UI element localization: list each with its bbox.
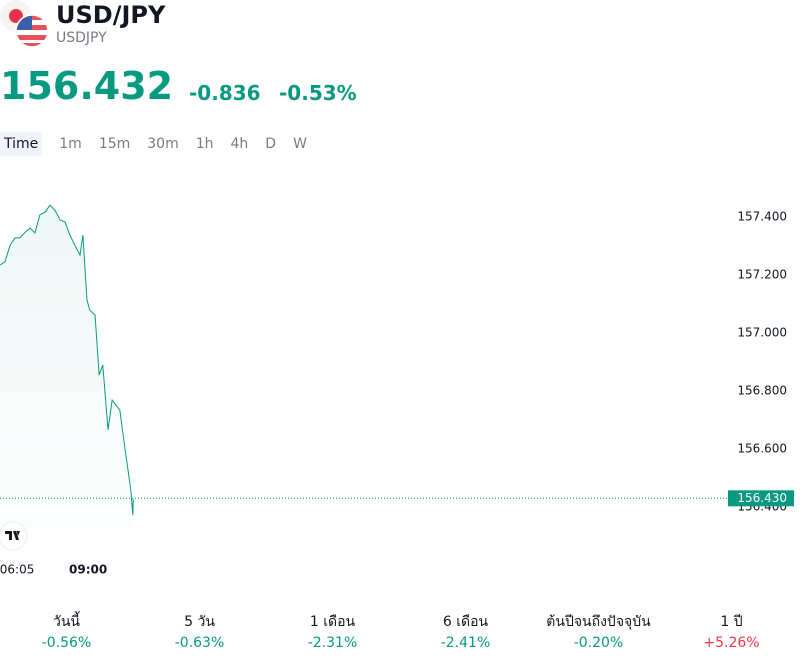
area [0,205,134,529]
symbol: USD/JPY [56,1,166,29]
period-label: วันนี้ [52,614,80,630]
timeframe-tab[interactable]: 30m [147,136,179,152]
performance-row: วันนี้ -0.56% 5 วัน -0.63% 1 เดือน -2.31% 6 เด… [0,612,800,654]
period-label: ต้นปีจนถึงปัจจุบัน [546,614,651,630]
change-percent: -0.53% [279,81,357,105]
timeframe-tab[interactable]: Time [0,132,43,156]
ticker: USDJPY [56,30,107,46]
period-change: +5.26% [703,635,760,651]
performance-item[interactable]: 6 เดือน -2.41% [399,612,532,654]
chart: 156.400156.600156.800157.000157.200157.4… [0,204,794,577]
y-tick-label: 156.800 [737,384,787,398]
performance-item[interactable]: ต้นปีจนถึงปัจจุบัน -0.20% [532,612,665,654]
price-line [0,204,134,516]
y-tick-label: 157.200 [737,268,787,282]
currency-flags [0,0,49,48]
y-tick-label: 156.600 [737,442,787,456]
tradingview-logo[interactable] [0,521,28,551]
y-tick-label: 157.000 [737,326,787,340]
period-change: -0.63% [174,635,225,651]
performance-item[interactable]: 5 วัน -0.63% [133,612,266,654]
period-change: -2.31% [307,635,358,651]
last-price-label: 156.430 [737,491,787,505]
performance-item[interactable]: วันนี้ -0.56% [0,612,133,654]
timeframe-tab[interactable]: 15m [98,136,131,152]
change: -0.836 [189,81,261,105]
period-change: -0.56% [41,635,92,651]
period-change: -0.20% [573,635,624,651]
timeframe-tab[interactable]: W [293,136,307,152]
price: 156.432 [0,64,174,108]
timeframe-tab[interactable]: 4h [230,136,249,152]
performance-item[interactable]: 1 ปี +5.26% [665,612,798,654]
period-label: 6 เดือน [442,614,489,630]
y-tick-label: 157.400 [737,210,787,224]
x-tick-label: 09:00 [69,563,107,577]
timeframe-tab[interactable]: 1m [59,136,82,152]
timeframe-tab[interactable]: 1h [195,136,214,152]
period-label: 5 วัน [184,614,215,630]
period-label: 1 เดือน [309,614,356,630]
last-price-box [728,490,794,507]
period-label: 1 ปี [720,614,743,630]
performance-item[interactable]: 1 เดือน -2.31% [266,612,399,654]
timeframe-tabs: Time 1m 15m 30m 1h 4h D W [0,132,316,156]
x-tick-label: 06:05 [0,563,34,577]
timeframe-tab[interactable]: D [265,136,277,152]
period-change: -2.41% [440,635,491,651]
